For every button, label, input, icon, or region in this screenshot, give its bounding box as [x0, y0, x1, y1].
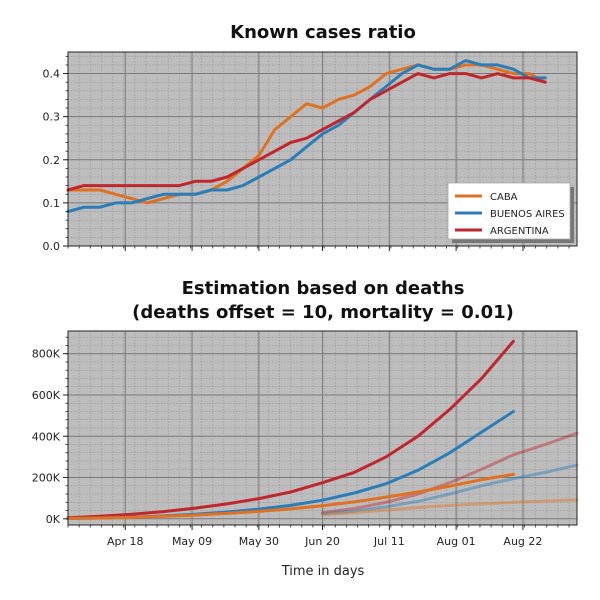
series-line-argentina-projection — [321, 431, 579, 515]
y-tick-label: 0.2 — [43, 154, 61, 167]
y-tick-label: 0K — [46, 513, 61, 526]
series-line-argentina — [66, 72, 547, 192]
x-tick-label: Aug 01 — [437, 535, 476, 548]
x-axis-label: Time in days — [281, 564, 365, 579]
estimation-based-on-deaths-chart: Estimation based on deaths (deaths offse… — [32, 278, 579, 579]
series-line-argentina — [66, 339, 515, 520]
y-axis: 0K 200K 400K 600K 800K — [32, 336, 68, 526]
x-tick-label: Jul 11 — [373, 535, 405, 548]
series-line-buenos-aires — [66, 59, 547, 213]
known-cases-ratio-chart: Known cases ratio 0.0 0.1 0.2 0.3 0.4 CABA B… — [43, 22, 578, 253]
chart-title: Known cases ratio — [230, 22, 416, 43]
major-grid — [68, 331, 577, 525]
x-tick-label: Aug 22 — [503, 535, 542, 548]
legend-label-buenos-aires: BUENOS AIRES — [490, 209, 565, 220]
series-line-caba — [66, 472, 515, 520]
legend-label-argentina: ARGENTINA — [490, 226, 549, 237]
y-tick-label: 800K — [32, 348, 61, 361]
series-lines — [66, 339, 579, 520]
x-axis: Apr 18 May 09 May 30 Jun 20 Jul 11 Aug 01 Aug … — [67, 525, 570, 548]
series-line-buenos-aires-projection — [321, 463, 579, 516]
legend: CABA BUENOS AIRES ARGENTINA — [447, 182, 574, 243]
x-tick-label: May 30 — [239, 535, 279, 548]
x-axis — [67, 246, 570, 251]
y-axis: 0.0 0.1 0.2 0.3 0.4 — [43, 55, 68, 253]
series-line-caba-projection — [321, 498, 579, 517]
x-tick-label: Jun 20 — [304, 535, 340, 548]
chart-title: Estimation based on deaths — [182, 278, 465, 299]
y-tick-label: 0.1 — [43, 197, 61, 210]
y-tick-label: 0.0 — [43, 240, 61, 253]
y-tick-label: 600K — [32, 389, 61, 402]
series-line-caba — [66, 63, 547, 205]
x-tick-label: Apr 18 — [107, 535, 144, 548]
y-tick-label: 0.3 — [43, 111, 61, 124]
x-tick-label: May 09 — [172, 535, 212, 548]
y-tick-label: 200K — [32, 472, 61, 485]
chart-subtitle: (deaths offset = 10, mortality = 0.01) — [132, 302, 514, 323]
y-tick-label: 0.4 — [43, 68, 61, 81]
y-tick-label: 400K — [32, 430, 61, 443]
legend-label-caba: CABA — [490, 192, 518, 203]
series-lines — [66, 59, 547, 213]
